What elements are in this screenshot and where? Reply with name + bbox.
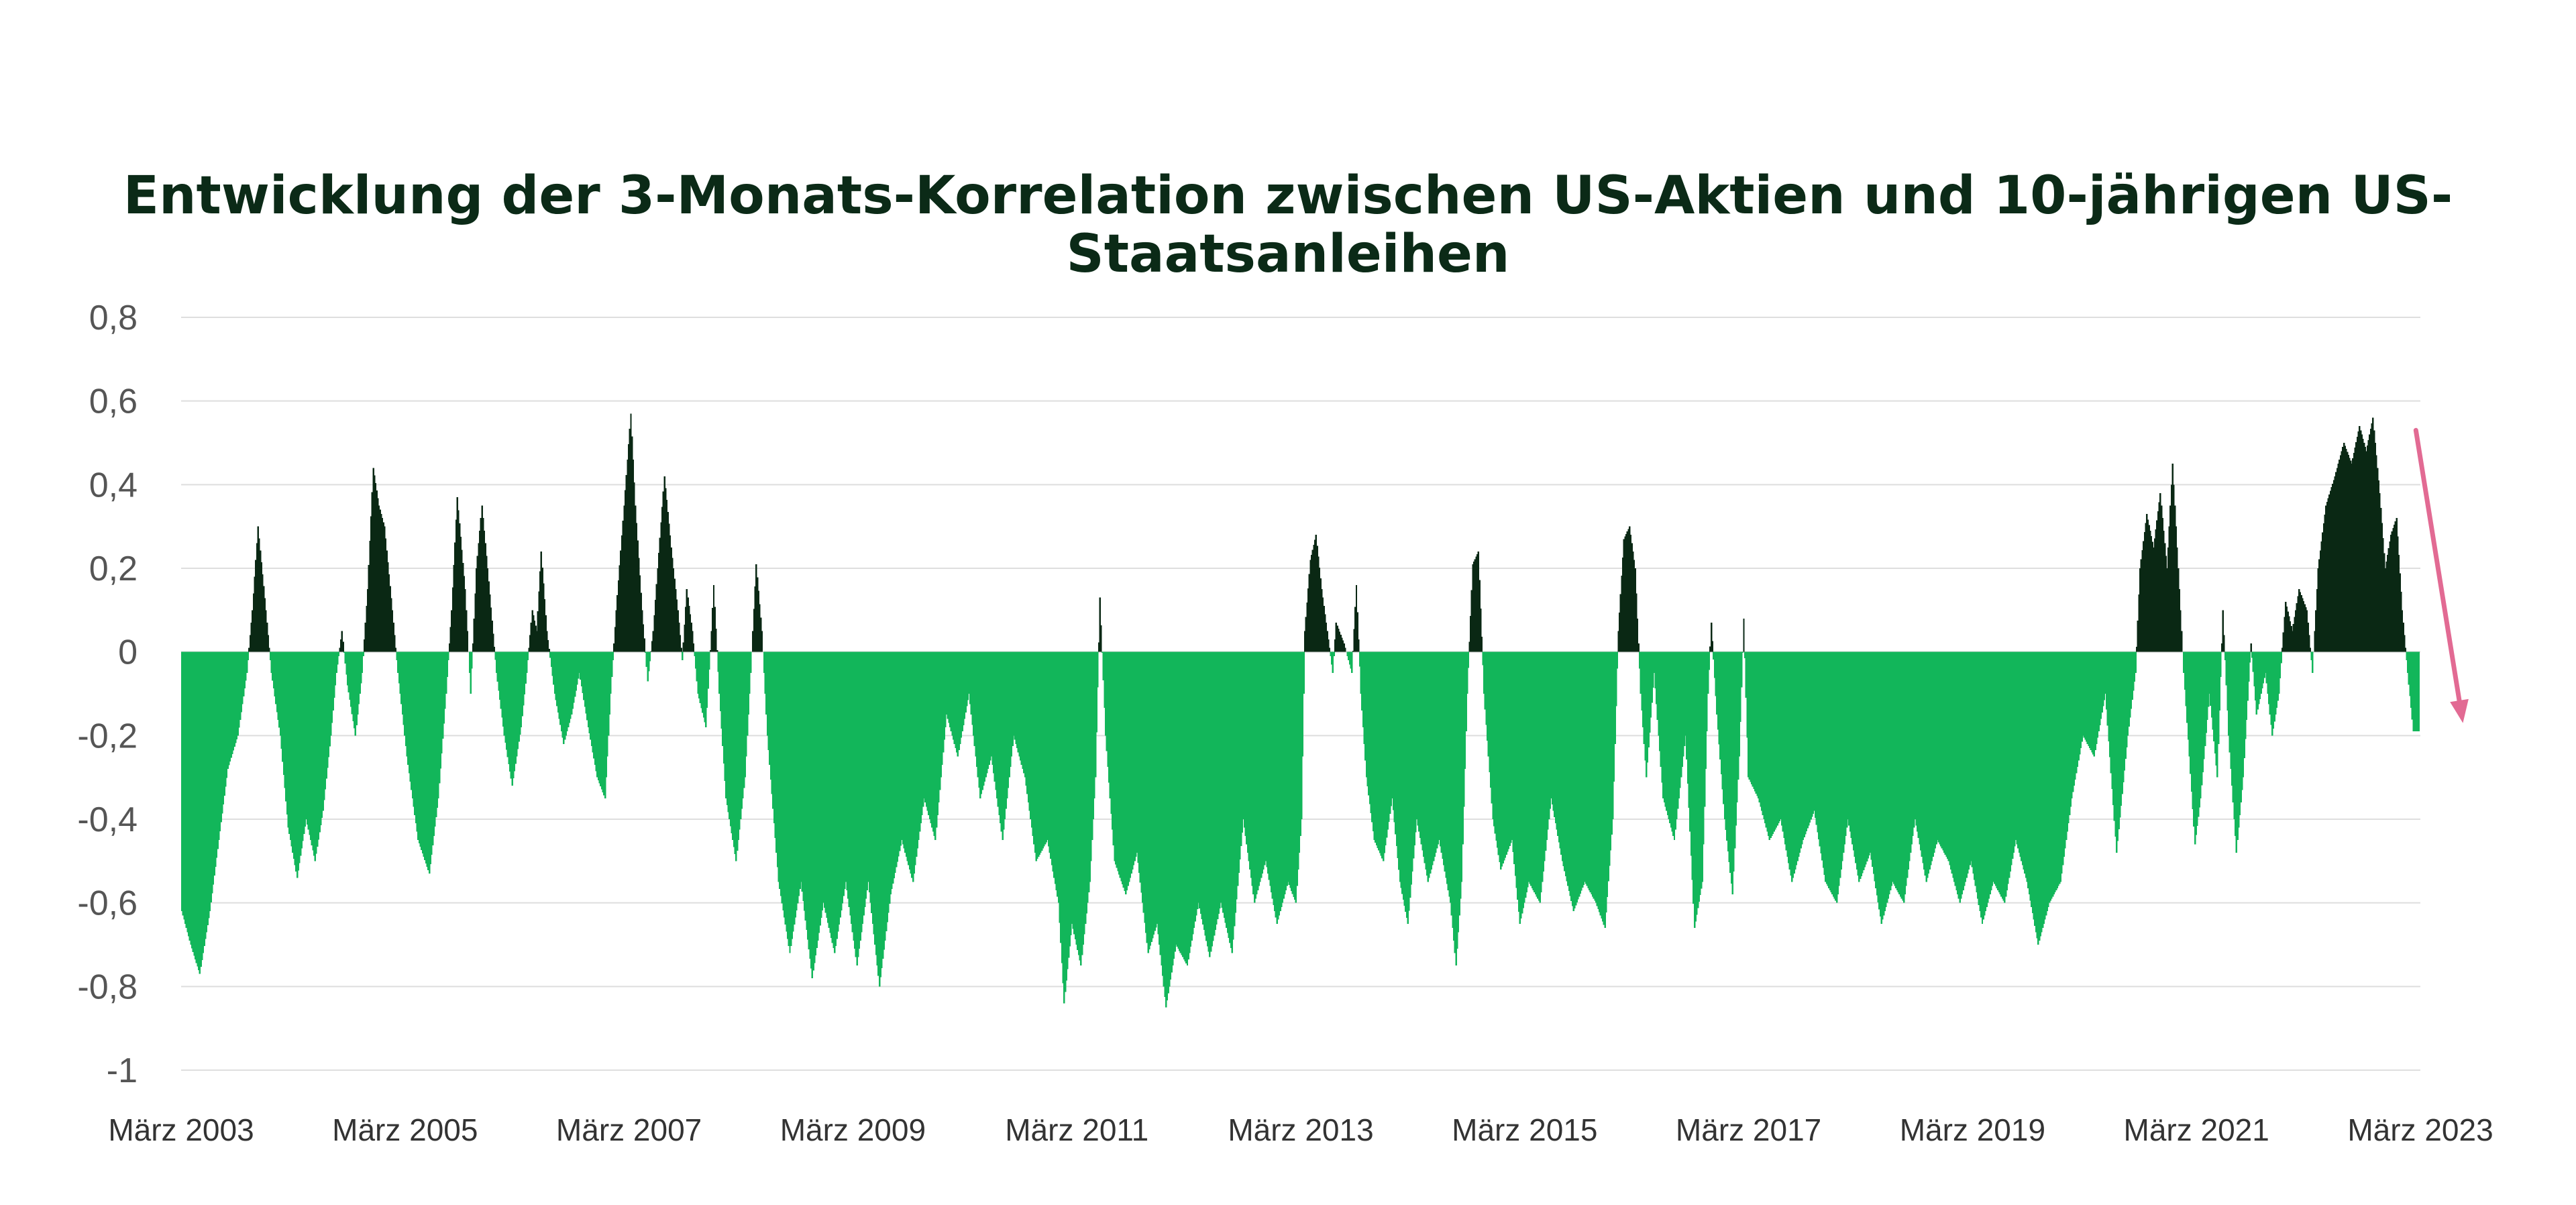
x-tick-label: März 2023 bbox=[2347, 1112, 2493, 1147]
x-tick-label: März 2007 bbox=[556, 1112, 702, 1147]
trend-arrow bbox=[2413, 427, 2469, 723]
y-tick-label: -0,6 bbox=[77, 884, 138, 923]
chart-title: Entwicklung der 3-Monats-Korrelation zwi… bbox=[123, 166, 2453, 284]
x-tick-label: März 2013 bbox=[1228, 1112, 1373, 1147]
y-tick-label: 0,8 bbox=[89, 299, 138, 337]
x-tick-label: März 2003 bbox=[108, 1112, 254, 1147]
x-tick-label: März 2017 bbox=[1676, 1112, 1821, 1147]
y-tick-label: 0,6 bbox=[89, 382, 138, 421]
y-tick-label: 0 bbox=[118, 633, 138, 672]
x-axis-labels: März 2003 März 2005 März 2007 März 2009 März… bbox=[108, 1112, 2493, 1147]
chart-title-line-1: Entwicklung der 3-Monats-Korrelation zwi… bbox=[123, 166, 2453, 226]
x-tick-label: März 2019 bbox=[1900, 1112, 2045, 1147]
negative-correlation-bars bbox=[181, 651, 2420, 1008]
y-tick-label: -0,4 bbox=[77, 800, 138, 839]
x-tick-label: März 2015 bbox=[1452, 1112, 1597, 1147]
x-tick-label: März 2011 bbox=[1005, 1112, 1148, 1147]
y-tick-label: -0,8 bbox=[77, 967, 138, 1006]
y-tick-label: 0,4 bbox=[89, 466, 138, 505]
y-tick-label: -0,2 bbox=[77, 717, 138, 755]
trend-arrow-shaft bbox=[2413, 427, 2462, 703]
positive-correlation-bars bbox=[248, 413, 2407, 652]
y-axis-labels: 0,8 0,6 0,4 0,2 0 -0,2 -0,4 -0,6 -0,8 -1 bbox=[77, 299, 138, 1090]
chart-title-line-2: Staatsanleihen bbox=[1067, 224, 1510, 284]
correlation-area-series bbox=[181, 413, 2420, 1008]
x-tick-label: März 2021 bbox=[2124, 1112, 2269, 1147]
trend-arrow-head bbox=[2450, 698, 2469, 723]
y-tick-label: 0,2 bbox=[89, 549, 138, 588]
y-tick-label: -1 bbox=[107, 1051, 138, 1090]
x-tick-label: März 2009 bbox=[780, 1112, 926, 1147]
x-tick-label: März 2005 bbox=[332, 1112, 478, 1147]
